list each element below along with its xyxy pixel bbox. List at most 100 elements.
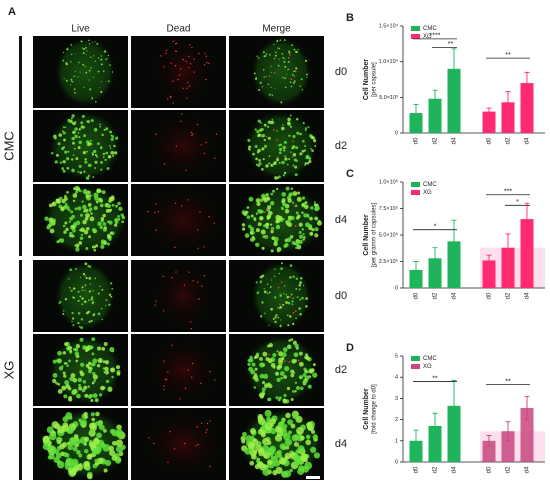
cell <box>89 139 92 142</box>
dead-cell <box>265 236 268 238</box>
cell <box>94 277 96 280</box>
cell <box>104 366 109 372</box>
cell <box>102 70 105 73</box>
cell <box>256 55 258 57</box>
cell <box>274 296 277 299</box>
cell <box>260 121 262 124</box>
cell <box>59 300 62 304</box>
dead-cell <box>182 58 185 61</box>
cell <box>276 177 279 180</box>
dead-cell <box>186 97 188 99</box>
cell <box>285 205 289 209</box>
cell <box>100 63 103 66</box>
cell <box>100 81 102 83</box>
cell <box>316 220 322 226</box>
cell <box>298 361 304 367</box>
cell <box>90 319 93 323</box>
cell <box>86 150 89 153</box>
capsule <box>147 111 220 181</box>
dead-cell <box>163 385 165 387</box>
cell <box>304 129 307 131</box>
cell <box>264 409 272 417</box>
x-tick-label: d2 <box>506 292 512 299</box>
cell <box>93 192 99 198</box>
dead-cell <box>184 387 187 390</box>
cell <box>51 201 57 207</box>
cell <box>106 242 110 246</box>
cell <box>265 193 269 197</box>
cell <box>88 265 91 268</box>
cell <box>87 366 91 370</box>
error-bar <box>505 421 511 442</box>
dead-cell <box>190 321 192 323</box>
cell <box>101 288 104 291</box>
cell <box>62 169 66 173</box>
cell <box>292 152 297 157</box>
x-tick-label: d2 <box>506 466 512 473</box>
cell <box>277 47 279 49</box>
dead-cell <box>192 280 194 282</box>
cell <box>291 201 295 204</box>
cell <box>67 345 73 351</box>
row-label: d2 <box>335 364 347 376</box>
cell <box>308 156 312 160</box>
cell <box>95 101 97 103</box>
cell <box>109 147 112 150</box>
cell <box>77 377 82 383</box>
dead-cell <box>155 133 157 136</box>
cell <box>62 351 67 355</box>
legend-label: XG <box>423 190 432 196</box>
cell <box>276 130 278 132</box>
cell <box>111 349 114 353</box>
bar <box>447 405 461 462</box>
dead-cell <box>265 135 268 138</box>
cell <box>257 222 262 227</box>
dead-cell <box>188 271 190 273</box>
cell <box>99 125 102 128</box>
cell <box>68 416 73 420</box>
error-bar <box>413 104 419 123</box>
cell <box>81 303 84 306</box>
cell <box>261 430 267 436</box>
cell <box>118 206 123 211</box>
bar <box>482 440 496 462</box>
y-tick-label: 5 <box>395 353 398 359</box>
cell <box>90 56 92 58</box>
cell <box>272 366 276 369</box>
cell <box>91 296 94 299</box>
cell <box>263 288 265 290</box>
cell <box>278 272 280 275</box>
cell <box>49 445 57 453</box>
cell <box>298 288 301 291</box>
cell <box>293 48 296 51</box>
cell <box>290 423 296 429</box>
cell <box>83 385 88 390</box>
capsule <box>55 261 116 331</box>
cell <box>295 50 298 53</box>
cell <box>241 227 246 231</box>
dead-cell <box>154 211 156 214</box>
cell <box>257 57 260 60</box>
dead-cell <box>179 68 182 70</box>
dead-cell <box>287 56 290 59</box>
cell <box>305 439 311 446</box>
cell <box>249 237 255 242</box>
cell <box>282 76 284 79</box>
cell <box>264 383 269 389</box>
cell <box>105 379 110 384</box>
cell <box>300 78 303 81</box>
cell <box>255 242 260 248</box>
cell <box>109 231 113 235</box>
cell <box>295 211 299 215</box>
cell <box>70 78 73 81</box>
cell <box>105 127 109 131</box>
cell <box>83 48 86 50</box>
cell <box>86 473 93 480</box>
cell <box>83 229 89 235</box>
cell <box>261 392 266 396</box>
dead-cell <box>188 85 191 87</box>
cell <box>267 358 273 364</box>
cell <box>282 303 285 306</box>
cell <box>81 200 84 203</box>
cell <box>264 422 273 431</box>
